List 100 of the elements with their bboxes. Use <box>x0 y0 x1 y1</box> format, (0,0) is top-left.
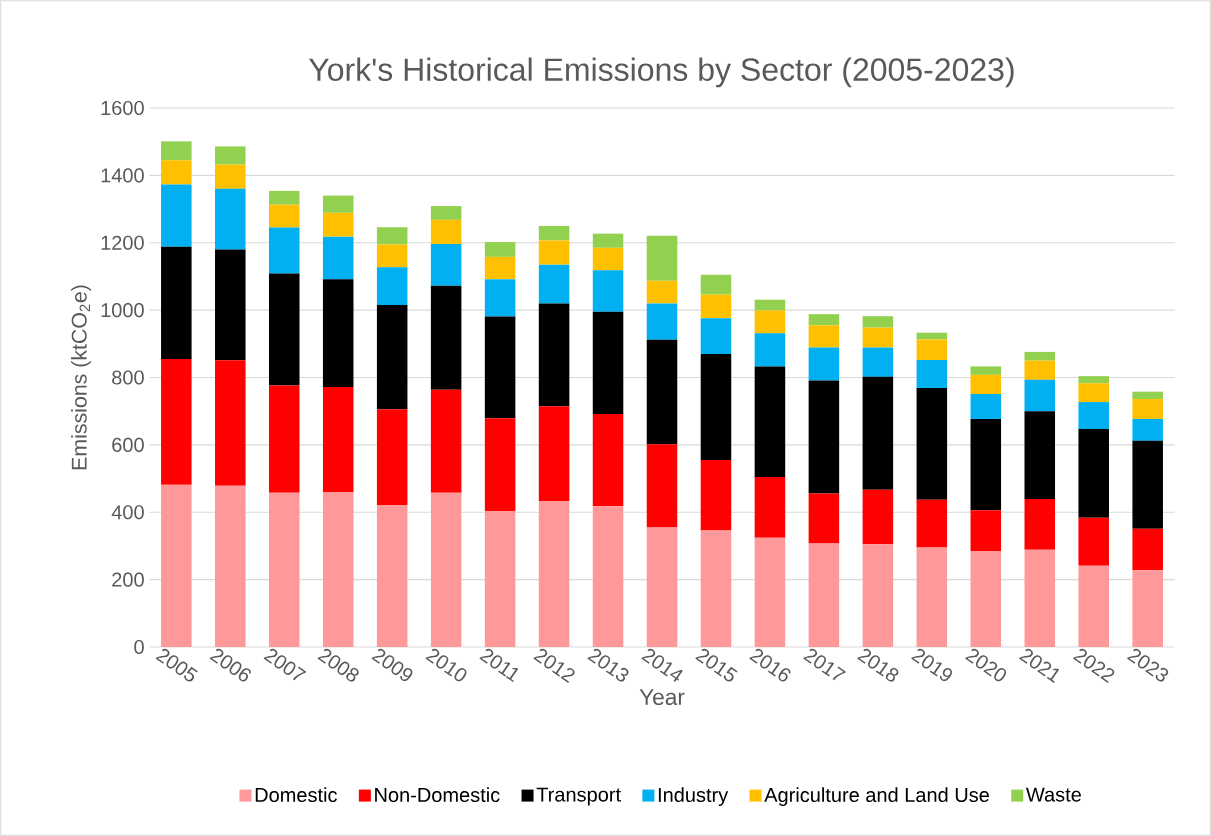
bar <box>646 235 678 281</box>
bar <box>430 492 462 647</box>
bar <box>592 311 624 414</box>
bar <box>808 543 840 647</box>
bar <box>161 358 192 485</box>
bar <box>1078 383 1109 403</box>
x-axis-title: Year <box>639 689 685 706</box>
bar <box>1132 440 1163 529</box>
bar <box>161 141 192 161</box>
bar <box>1078 517 1109 566</box>
bar <box>215 164 246 189</box>
bar <box>862 376 894 490</box>
bar <box>1132 391 1163 400</box>
bar <box>1078 565 1109 647</box>
bar <box>808 347 840 381</box>
bar <box>484 511 516 647</box>
legend-label: Industry <box>658 787 729 806</box>
bar <box>1024 360 1056 380</box>
bar <box>484 316 516 419</box>
legend-label: Domestic <box>255 787 337 803</box>
bar <box>268 204 300 228</box>
bar <box>754 476 786 538</box>
bar <box>970 394 1002 419</box>
bar <box>754 366 786 477</box>
bar <box>808 380 840 494</box>
bar <box>430 244 462 286</box>
bar <box>1132 399 1163 419</box>
bar <box>970 550 1002 647</box>
bar <box>1132 418 1163 441</box>
bar <box>808 493 840 544</box>
bar <box>538 240 570 265</box>
y-tick-label: 1200 <box>101 235 144 250</box>
bar <box>376 244 408 268</box>
bar <box>592 233 624 248</box>
bar <box>322 212 354 237</box>
legend-label: Agriculture and Land Use <box>764 787 989 806</box>
bar <box>700 318 732 354</box>
bar <box>484 418 516 512</box>
bar <box>268 190 300 205</box>
bar <box>430 219 462 245</box>
bar <box>430 389 462 493</box>
bar <box>592 270 624 312</box>
bar <box>1132 570 1163 647</box>
bar <box>970 374 1002 395</box>
bar <box>161 160 192 185</box>
bar <box>700 530 732 647</box>
y-tick-label: 400 <box>111 505 144 520</box>
bar <box>700 353 732 461</box>
bar <box>646 303 678 340</box>
bar <box>700 274 732 295</box>
bar <box>646 339 678 445</box>
y-tick-label: 600 <box>112 437 144 452</box>
bar <box>215 485 246 647</box>
bar <box>862 347 894 377</box>
x-tick-label: 2007 <box>263 648 307 681</box>
bar <box>862 544 894 647</box>
bar <box>538 406 570 502</box>
bar <box>1132 528 1163 571</box>
bar <box>592 247 624 271</box>
bar <box>484 279 516 317</box>
bar <box>322 386 354 493</box>
bar <box>538 225 570 241</box>
bar <box>1024 499 1056 550</box>
bar <box>1078 429 1109 518</box>
bar <box>700 460 732 531</box>
bar <box>592 506 624 647</box>
y-tick-label: 0 <box>134 639 144 655</box>
y-tick-label: 1000 <box>101 303 144 318</box>
bar <box>754 333 786 367</box>
bar <box>538 303 570 407</box>
bar <box>1024 351 1056 361</box>
bar <box>538 264 570 304</box>
bar <box>1024 379 1056 412</box>
bar <box>215 146 246 165</box>
bar <box>1024 411 1056 500</box>
bar <box>862 316 894 328</box>
bar <box>376 505 408 647</box>
bar <box>808 325 840 348</box>
bar <box>376 409 408 506</box>
bar <box>322 236 354 280</box>
bar <box>484 256 516 280</box>
bar <box>1078 376 1109 384</box>
bar <box>970 510 1002 551</box>
bar <box>322 279 354 387</box>
bar <box>215 360 246 486</box>
bar <box>916 499 948 548</box>
bar <box>970 418 1002 511</box>
chart-title: York's Historical Emissions by Sector (2005-2023) <box>309 57 1014 88</box>
bar <box>161 484 192 647</box>
legend-label: Transport <box>536 787 621 806</box>
bar <box>754 299 786 311</box>
bar <box>484 242 516 257</box>
y-tick-label: 200 <box>112 572 144 587</box>
bar <box>376 267 408 306</box>
bar <box>754 310 786 334</box>
bar <box>268 492 300 647</box>
bar <box>916 547 948 647</box>
bar <box>538 501 570 647</box>
bar <box>215 249 246 361</box>
bar <box>646 280 678 304</box>
